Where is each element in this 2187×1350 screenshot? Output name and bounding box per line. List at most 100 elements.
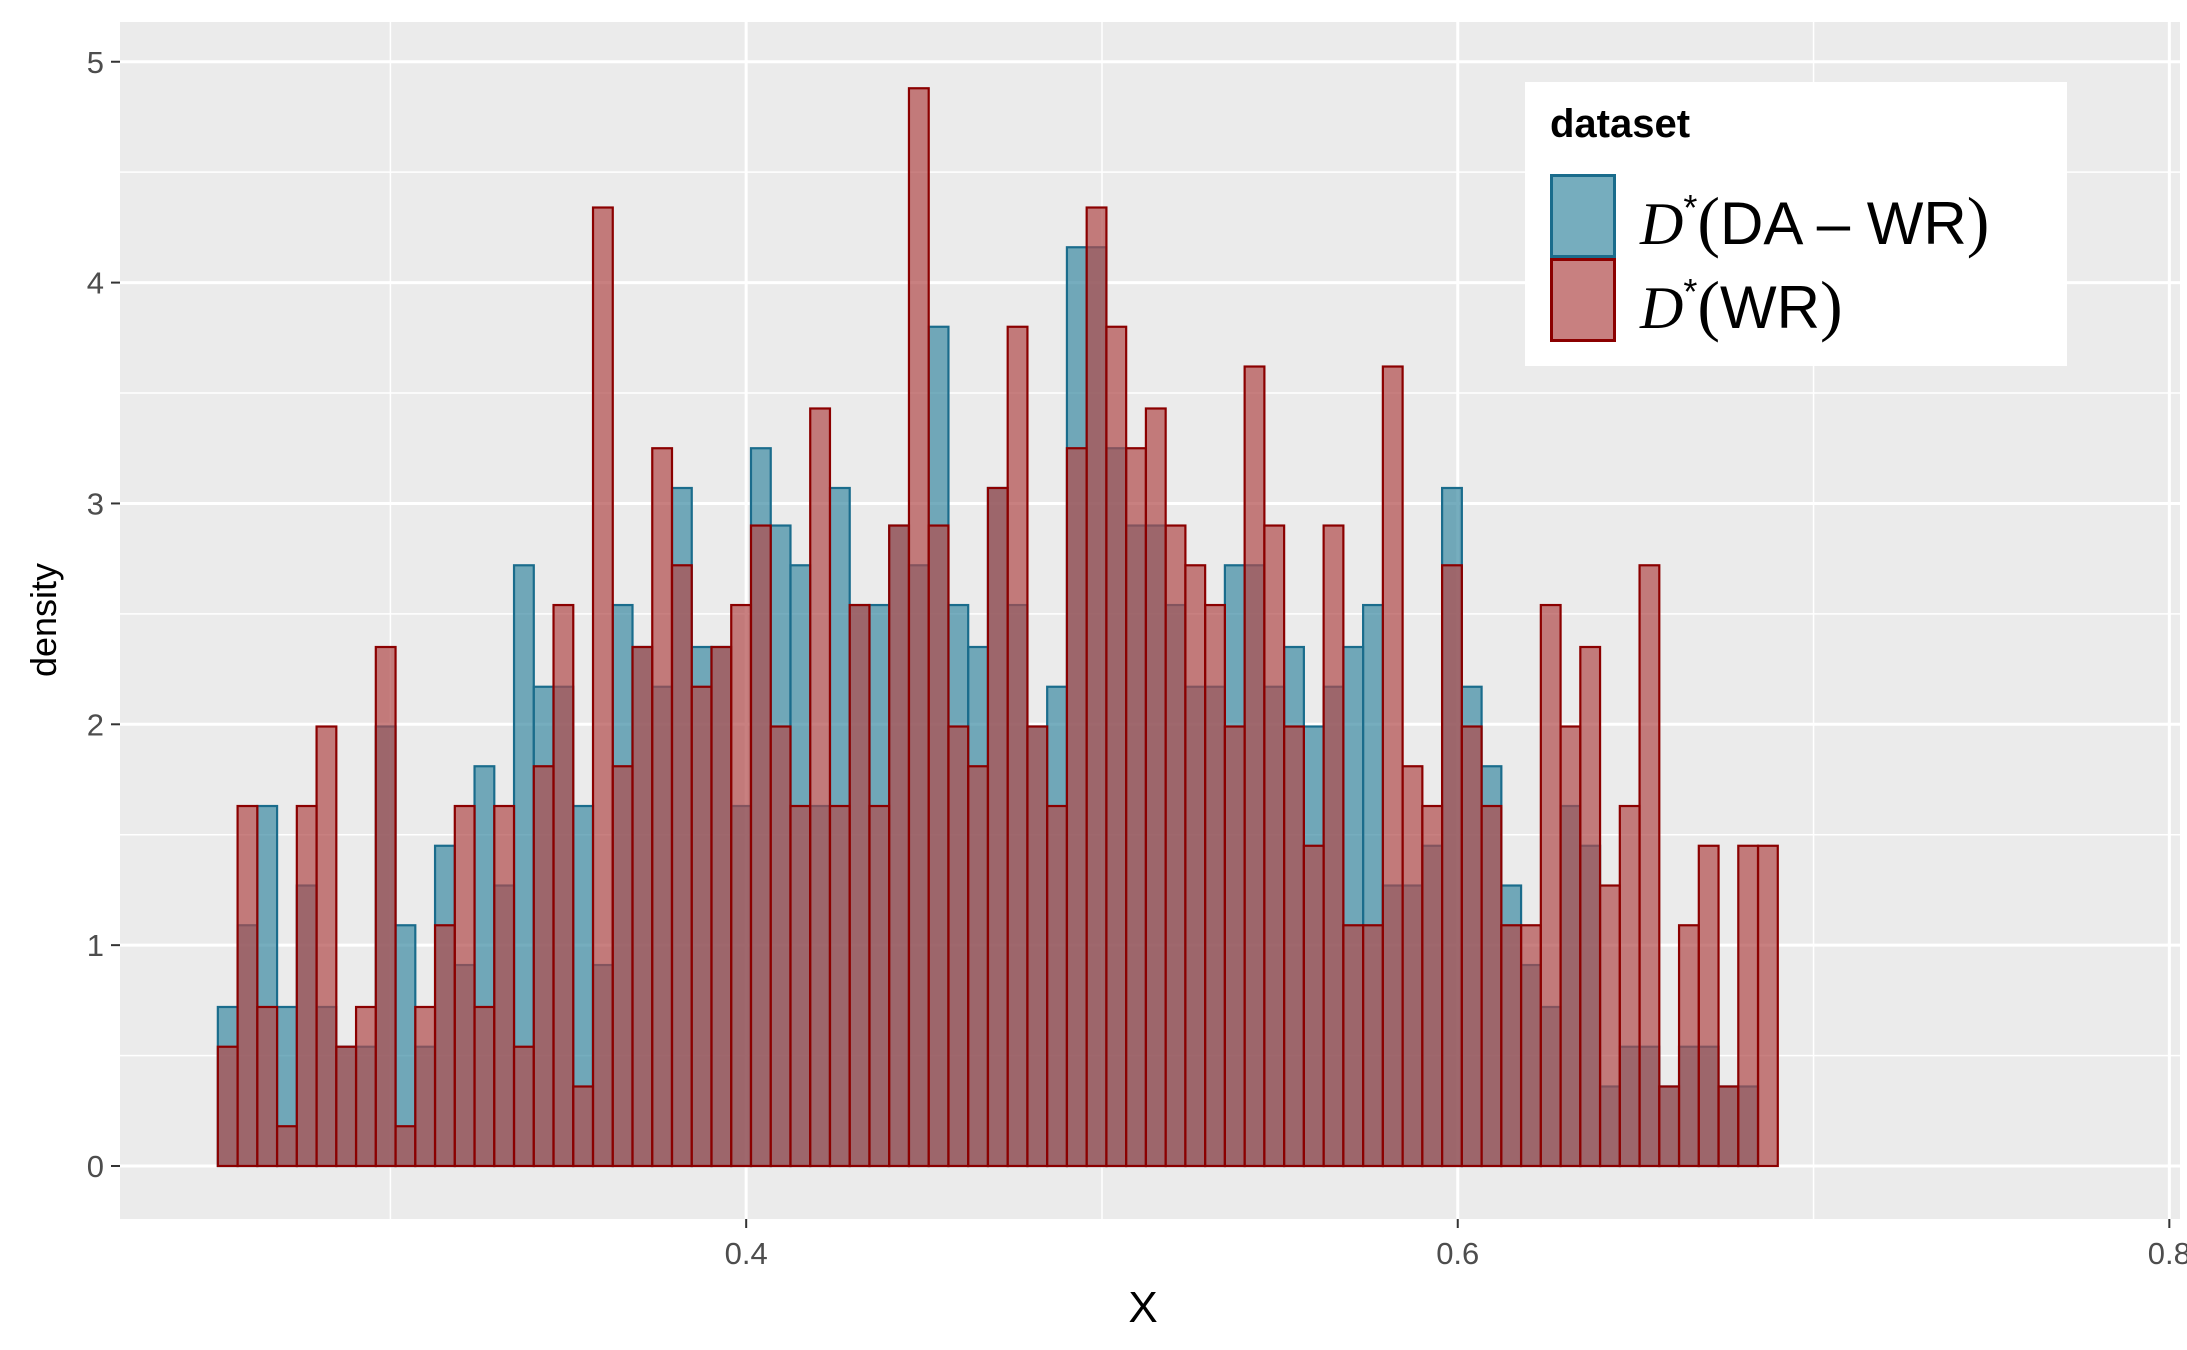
histogram-bar xyxy=(552,603,575,1168)
legend-item-wr: D*(WR) xyxy=(1550,258,2050,343)
histogram-bar xyxy=(1184,564,1207,1168)
y-tick-label: 4 xyxy=(87,266,104,301)
histogram-bar xyxy=(1204,603,1226,1168)
histogram-bar xyxy=(1026,725,1049,1168)
legend-label-symbol: D xyxy=(1640,191,1684,257)
series-1 xyxy=(216,87,1779,1168)
histogram-bar xyxy=(374,645,397,1168)
legend-title: dataset xyxy=(1550,102,1691,146)
histogram-bar xyxy=(591,206,614,1168)
y-axis: 0 1 2 3 4 5 xyxy=(87,45,120,1184)
legend: dataset D*(DA – WR) D*(WR) xyxy=(1525,82,2067,366)
histogram-bar xyxy=(1579,645,1602,1168)
histogram-bar xyxy=(1223,725,1246,1168)
histogram-bar xyxy=(1283,725,1305,1168)
legend-label-da-wr: D*(DA – WR) xyxy=(1640,183,1990,259)
histogram-bar xyxy=(1559,725,1582,1168)
histogram-bar xyxy=(1737,844,1760,1168)
histogram-bar xyxy=(789,804,812,1168)
histogram-bar xyxy=(1460,725,1483,1168)
histogram-bar xyxy=(749,524,772,1168)
histogram-bar xyxy=(315,725,338,1168)
histogram-bar xyxy=(631,645,654,1168)
y-tick-label: 2 xyxy=(87,707,104,742)
histogram-bar xyxy=(256,1005,279,1168)
histogram-bar xyxy=(828,804,851,1168)
x-axis-title: X xyxy=(1128,1283,1157,1332)
histogram-bar xyxy=(394,1125,417,1168)
histogram-bar xyxy=(651,447,674,1168)
legend-label-superscript: * xyxy=(1683,271,1698,312)
legend-label-wr: D*(WR) xyxy=(1640,267,1843,343)
histogram-bar xyxy=(809,407,832,1168)
legend-key-da-wr xyxy=(1550,174,1616,258)
legend-item-da-wr: D*(DA – WR) xyxy=(1550,174,2050,259)
histogram-bar xyxy=(1144,407,1167,1168)
histogram-bar xyxy=(1618,804,1641,1168)
histogram-bar xyxy=(1756,844,1779,1168)
histogram-bar xyxy=(730,603,753,1168)
histogram-bar xyxy=(1085,206,1108,1168)
histogram-bar xyxy=(690,685,713,1168)
histogram-bar xyxy=(1105,325,1128,1168)
histogram-bar xyxy=(670,564,693,1168)
histogram-bar xyxy=(1362,924,1384,1168)
histogram-bar xyxy=(1164,524,1187,1168)
histogram-bar xyxy=(1598,884,1621,1168)
histogram-bar xyxy=(1638,564,1661,1168)
legend-label-symbol: D xyxy=(1640,275,1684,341)
histogram-bar xyxy=(433,924,456,1168)
histogram-bar xyxy=(1322,524,1345,1168)
x-tick-label: 0.6 xyxy=(1436,1236,1479,1271)
histogram-bar xyxy=(1677,924,1700,1168)
histogram-bar xyxy=(354,1005,377,1168)
histogram-bar xyxy=(1401,765,1424,1168)
histogram-bar xyxy=(335,1045,358,1168)
histogram-bar xyxy=(1006,325,1029,1168)
histogram-bar xyxy=(967,765,990,1168)
histogram-bar xyxy=(275,1125,298,1168)
x-tick-label: 0.4 xyxy=(725,1236,768,1271)
y-tick-label: 3 xyxy=(87,486,104,521)
histogram-bar xyxy=(868,804,891,1168)
histogram-bar xyxy=(414,1005,437,1168)
histogram-bar xyxy=(1500,924,1523,1168)
histogram-bar xyxy=(572,1085,595,1168)
histogram-bar xyxy=(611,765,634,1168)
legend-label-superscript: * xyxy=(1683,187,1698,228)
histogram-bar xyxy=(888,524,911,1168)
x-tick-label: 0.8 xyxy=(2148,1236,2187,1271)
histogram-bar xyxy=(1421,804,1444,1168)
histogram-bar xyxy=(769,725,792,1168)
histogram-bar xyxy=(947,725,970,1168)
histogram-bars xyxy=(216,87,1779,1168)
histogram-bar xyxy=(1717,1085,1740,1168)
legend-key-wr xyxy=(1550,258,1616,342)
histogram-bar xyxy=(907,87,930,1168)
x-axis: 0.4 0.6 0.8 xyxy=(725,1219,2187,1271)
histogram-bar xyxy=(1480,804,1503,1168)
histogram-bar xyxy=(236,804,259,1168)
histogram-bar xyxy=(986,486,1009,1168)
histogram-bar xyxy=(1125,447,1148,1168)
histogram-bar xyxy=(848,603,871,1168)
histogram-bar xyxy=(1697,844,1720,1168)
legend-label-text: WR xyxy=(1720,274,1820,341)
histogram-bar xyxy=(1302,844,1325,1168)
histogram-bar xyxy=(1065,447,1088,1168)
y-tick-label: 0 xyxy=(87,1149,104,1184)
histogram-bar xyxy=(1046,804,1069,1168)
histogram-bar xyxy=(532,765,555,1168)
histogram-bar xyxy=(1441,564,1463,1168)
histogram-bar xyxy=(473,1005,496,1168)
legend-label-text: DA – WR xyxy=(1720,190,1967,257)
histogram-bar xyxy=(512,1045,535,1168)
y-tick-label: 5 xyxy=(87,45,104,80)
histogram-bar xyxy=(927,524,950,1168)
y-tick-label: 1 xyxy=(87,928,104,963)
histogram-bar xyxy=(1381,365,1404,1168)
histogram-bar xyxy=(1519,924,1542,1168)
histogram-bar xyxy=(295,804,318,1168)
histogram-bar xyxy=(216,1045,239,1168)
histogram-bar xyxy=(1263,524,1286,1168)
